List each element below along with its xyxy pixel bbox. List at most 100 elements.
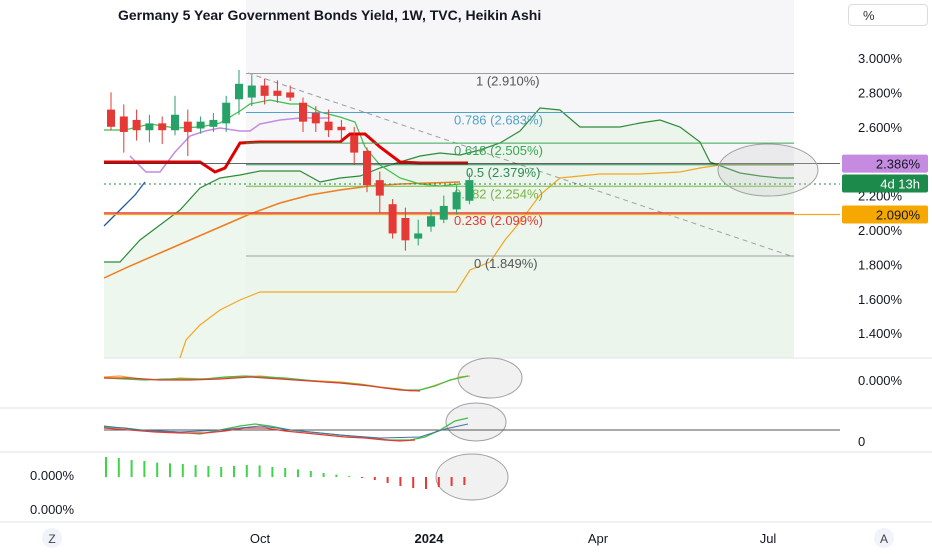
highlight-circle-pane3: [435, 453, 509, 501]
candle-body: [171, 114, 179, 131]
histogram-bar: [322, 473, 325, 477]
candle-body: [273, 90, 282, 96]
histogram-bar: [386, 477, 389, 483]
price-tags: 2.386% 4d 13h 2.090%: [842, 154, 928, 224]
histogram-pane: [105, 457, 466, 489]
histogram-bar: [437, 477, 440, 487]
y-tick-label: 2.800%: [858, 85, 903, 100]
zoom-right-button[interactable]: A: [874, 528, 894, 548]
price-tag-label: 2.090%: [876, 208, 921, 223]
price-axis[interactable]: 3.000%2.800%2.600%2.400%2.200%2.000%1.80…: [858, 51, 903, 341]
candle-body: [286, 92, 295, 98]
candle-body: [299, 102, 307, 122]
candle-body: [119, 116, 128, 132]
cloud-fill: [104, 108, 794, 358]
price-tag-box: [842, 205, 928, 224]
oscillator-pane-2: [103, 417, 840, 442]
candle-body: [222, 102, 231, 124]
time-axis[interactable]: Oct 2024 Apr Jul: [250, 531, 777, 546]
histogram-bar: [271, 467, 274, 477]
histogram-bar: [143, 461, 146, 477]
green-ma-line: [104, 99, 461, 187]
candle-body: [388, 204, 397, 234]
histogram-bar: [233, 466, 235, 477]
pane1-red-line: [104, 376, 421, 392]
oscillator-pane-1: [103, 375, 471, 392]
candle-body: [260, 85, 269, 96]
histogram-bar: [335, 474, 338, 477]
price-tag-box: [842, 174, 928, 193]
blue-line: [103, 181, 146, 227]
candle-body: [324, 121, 333, 131]
fibonacci-retracement[interactable]: 1 (2.910%) 0.786 (2.683%) 0.618 (2.505%) 0.…: [104, 72, 840, 271]
red-baseline-line: [104, 132, 468, 174]
price-tag-label: 2.386%: [876, 157, 921, 172]
zoom-left-circle: [42, 528, 62, 548]
candle-body: [427, 216, 435, 227]
candle-body: [158, 123, 167, 131]
histogram-bar: [284, 468, 287, 477]
indicator-lines: [103, 72, 840, 359]
highlight-circle-pane2: [445, 402, 507, 442]
histogram-bar: [412, 477, 415, 488]
fib-level-label: 0.5 (2.379%): [466, 165, 540, 180]
histogram-bar: [297, 469, 299, 477]
pane2-blue-line: [103, 423, 469, 439]
histogram-bar: [399, 477, 402, 486]
pane2-axis-label: 0: [858, 434, 865, 449]
hist-axis-label-lower: 0.000%: [30, 502, 75, 517]
chart-title: Germany 5 Year Government Bonds Yield, 1…: [118, 7, 541, 23]
zoom-left-label: Z: [48, 532, 55, 546]
y-tick-label: 3.000%: [858, 51, 903, 66]
histogram-bar: [348, 476, 351, 477]
candle-body: [439, 205, 448, 220]
candle-body: [465, 180, 474, 201]
fib-level-label: 0.618 (2.505%): [454, 143, 543, 158]
candle-body: [363, 150, 371, 186]
candle-body: [452, 192, 461, 210]
candle-body: [107, 109, 115, 127]
percent-scale-button[interactable]: %: [848, 4, 928, 26]
x-tick-label: Apr: [588, 531, 609, 546]
candle-body: [235, 83, 243, 100]
histogram-bar: [130, 460, 133, 477]
histogram-bar: [207, 466, 210, 477]
histogram-bar: [258, 465, 261, 477]
histogram-bar: [309, 471, 312, 477]
histogram-bar: [463, 477, 466, 485]
zoom-left-button[interactable]: Z: [42, 528, 62, 548]
percent-scale-label: %: [863, 8, 875, 23]
candle-body: [145, 123, 154, 131]
fib-level-label: 0.786 (2.683%): [454, 113, 543, 128]
histogram-bar: [194, 465, 197, 477]
pane1-green-line: [103, 375, 469, 391]
candle-body: [311, 113, 320, 124]
histogram-bar: [220, 467, 223, 477]
x-tick-label: Jul: [760, 531, 777, 546]
candle-body: [350, 135, 359, 153]
fib-level-label: 0 (1.849%): [474, 256, 538, 271]
histogram-bar: [245, 465, 248, 477]
candle-body: [401, 217, 410, 241]
hist-axis-label-upper: 0.000%: [30, 468, 75, 483]
highlight-circle-main: [717, 143, 819, 197]
candle-body: [414, 233, 423, 239]
candle-body: [375, 180, 384, 196]
fib-level-label: 1 (2.910%): [476, 73, 540, 88]
pane2-red-line: [103, 427, 416, 442]
pane1-axis-label: 0.000%: [858, 373, 903, 388]
candle-body: [247, 85, 256, 98]
candle-body: [196, 121, 205, 129]
y-tick-label: 2.600%: [858, 120, 903, 135]
y-tick-label: 2.000%: [858, 223, 903, 238]
histogram-bar: [117, 458, 120, 477]
candle-body: [337, 126, 346, 131]
histogram-bar: [156, 462, 159, 477]
histogram-bar: [181, 464, 184, 477]
y-tick-label: 1.400%: [858, 326, 903, 341]
y-tick-label: 1.800%: [858, 257, 903, 272]
histogram-bar: [450, 477, 453, 486]
histogram-bar: [361, 477, 363, 478]
